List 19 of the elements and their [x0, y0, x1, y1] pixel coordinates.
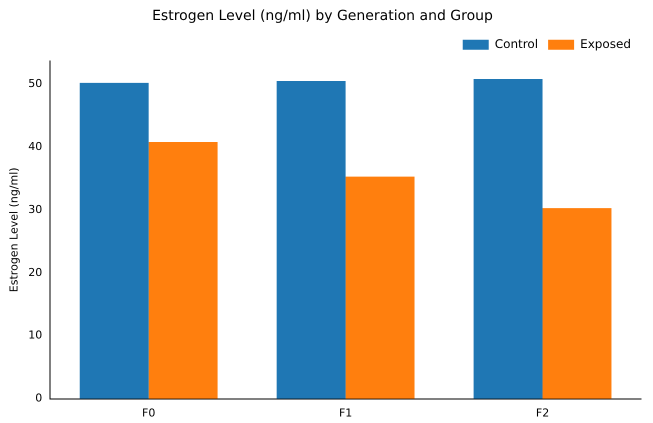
legend-label: Control — [494, 36, 538, 51]
bar — [80, 82, 149, 399]
bar — [276, 80, 346, 399]
y-tick-label: 20 — [28, 266, 42, 279]
legend-label: Exposed — [580, 36, 632, 51]
bar — [346, 176, 415, 399]
y-axis-title: Estrogen Level (ng/ml) — [7, 167, 20, 292]
y-tick-label: 0 — [35, 392, 42, 405]
y-tick-label: 30 — [28, 202, 42, 216]
bar — [542, 208, 612, 399]
bar — [148, 142, 218, 399]
y-tick-label: 40 — [28, 140, 42, 153]
x-tick-label: F0 — [142, 406, 156, 420]
chart-title: Estrogen Level (ng/ml) by Generation and Group — [152, 8, 494, 24]
x-tick-label: F1 — [338, 406, 352, 420]
x-tick-label: F2 — [536, 406, 550, 420]
bar — [474, 79, 543, 399]
y-tick-label: 50 — [28, 76, 42, 90]
y-tick-label: 10 — [28, 328, 42, 342]
